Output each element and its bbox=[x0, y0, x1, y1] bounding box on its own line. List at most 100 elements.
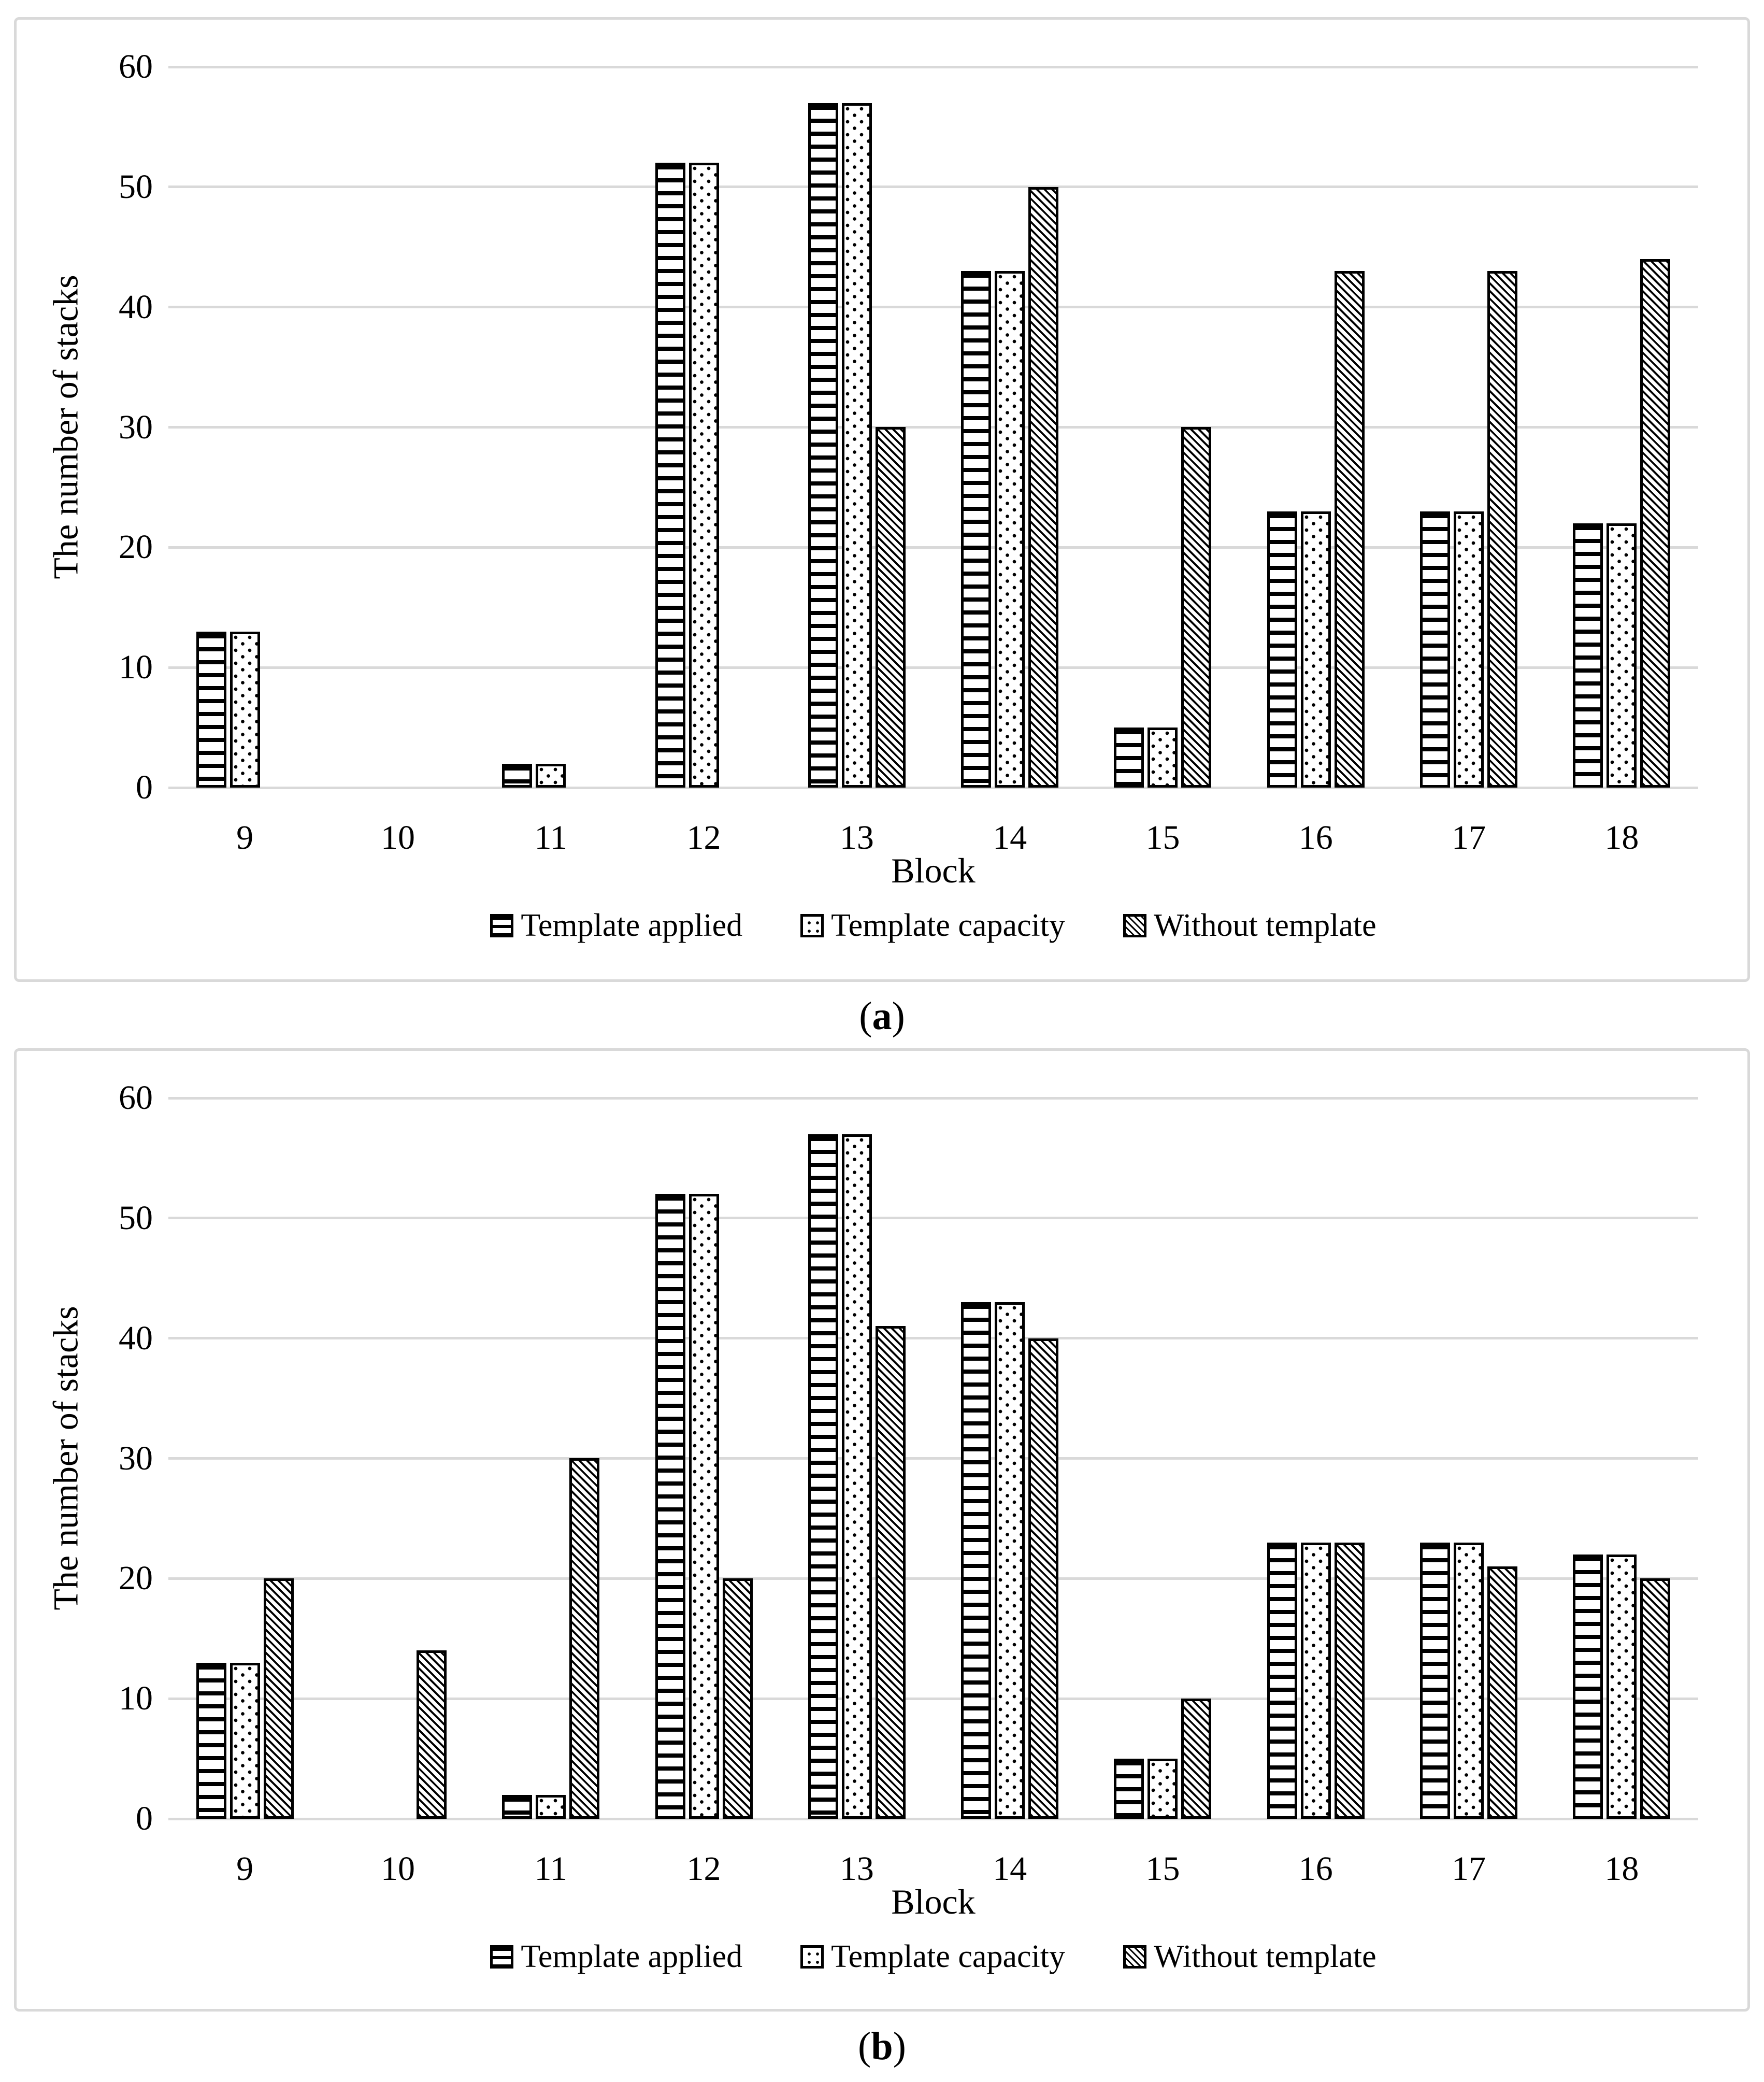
bar-template-applied-block-9 bbox=[196, 1663, 226, 1819]
y-tick-label: 0 bbox=[136, 768, 153, 806]
gridline bbox=[168, 426, 1698, 429]
gridline bbox=[168, 666, 1698, 669]
gridline bbox=[168, 1096, 1698, 1100]
legend-item-without-template: Without template bbox=[1123, 907, 1376, 944]
y-tick-label: 60 bbox=[119, 1079, 153, 1117]
x-tick-label: 11 bbox=[534, 1850, 568, 1888]
legend-label: Template capacity bbox=[831, 1938, 1065, 1974]
bar-template-capacity-block-14 bbox=[995, 1302, 1025, 1819]
bar-template-applied-block-13 bbox=[808, 103, 838, 788]
bar-without-template-block-16 bbox=[1334, 1543, 1365, 1819]
y-tick-label: 20 bbox=[119, 1559, 153, 1598]
bar-template-applied-block-17 bbox=[1420, 1543, 1451, 1819]
diagonal-swatch-icon bbox=[1123, 1945, 1146, 1969]
gridline bbox=[168, 546, 1698, 549]
bar-template-applied-block-11 bbox=[502, 1795, 533, 1819]
bar-template-capacity-block-12 bbox=[689, 1194, 719, 1819]
legend-label: Template capacity bbox=[831, 907, 1065, 943]
x-tick-label: 18 bbox=[1604, 819, 1639, 857]
x-tick-label: 15 bbox=[1145, 1850, 1180, 1888]
chart-panel-a: The number of stacks 0 10 20 30 40 50 60 9 10 11 1… bbox=[14, 17, 1750, 982]
bar-template-capacity-block-12 bbox=[689, 163, 719, 788]
plot-area: 0 10 20 30 40 50 60 9 10 11 12 13 14 15 16 17 18 bbox=[119, 48, 1698, 857]
hlines-swatch-icon bbox=[490, 914, 514, 937]
dots-swatch-icon bbox=[800, 914, 824, 937]
bar-template-capacity-block-14 bbox=[995, 271, 1025, 788]
gridline bbox=[168, 1457, 1698, 1460]
legend-item-template-capacity: Template capacity bbox=[800, 907, 1065, 944]
bar-template-applied-block-18 bbox=[1573, 523, 1603, 788]
bar-template-capacity-block-13 bbox=[841, 1134, 872, 1819]
y-tick-label: 30 bbox=[119, 408, 153, 446]
bar-template-applied-block-14 bbox=[961, 1302, 992, 1819]
x-tick-label: 11 bbox=[534, 819, 568, 857]
y-tick-label: 30 bbox=[119, 1439, 153, 1477]
bar-without-template-block-11 bbox=[569, 1458, 600, 1819]
bar-without-template-block-15 bbox=[1181, 1699, 1212, 1819]
x-tick-label: 17 bbox=[1452, 819, 1486, 857]
bar-template-capacity-block-15 bbox=[1148, 728, 1178, 788]
y-tick-label: 50 bbox=[119, 1199, 153, 1237]
bar-template-capacity-block-17 bbox=[1454, 1543, 1484, 1819]
bar-template-capacity-block-17 bbox=[1454, 511, 1484, 788]
gridline bbox=[168, 1337, 1698, 1340]
y-tick-label: 10 bbox=[119, 1679, 153, 1718]
y-tick-label: 40 bbox=[119, 288, 153, 326]
bar-template-applied-block-12 bbox=[655, 1194, 685, 1819]
x-tick-label: 12 bbox=[686, 819, 721, 857]
gridline bbox=[168, 1577, 1698, 1580]
bar-template-capacity-block-16 bbox=[1300, 1543, 1331, 1819]
x-tick-label: 14 bbox=[993, 819, 1027, 857]
x-tick-label: 13 bbox=[839, 1850, 874, 1888]
bar-template-applied-block-18 bbox=[1573, 1555, 1603, 1819]
y-tick-label: 20 bbox=[119, 528, 153, 566]
x-tick-label: 14 bbox=[993, 1850, 1027, 1888]
bar-template-capacity-block-16 bbox=[1300, 511, 1331, 788]
bar-template-capacity-block-15 bbox=[1148, 1759, 1178, 1819]
gridline bbox=[168, 186, 1698, 189]
caption-b: (b) bbox=[858, 2024, 906, 2068]
bar-without-template-block-16 bbox=[1334, 271, 1365, 788]
bar-template-applied-block-15 bbox=[1114, 728, 1144, 788]
bar-without-template-block-18 bbox=[1640, 1578, 1671, 1819]
bar-without-template-block-13 bbox=[875, 1326, 906, 1819]
bar-template-capacity-block-18 bbox=[1607, 523, 1637, 788]
x-tick-label: 13 bbox=[839, 819, 874, 857]
legend-item-template-capacity: Template capacity bbox=[800, 1938, 1065, 1975]
legend-label: Template applied bbox=[521, 1938, 743, 1974]
legend-label: Template applied bbox=[521, 907, 743, 943]
plot-area: 0 10 20 30 40 50 60 9 10 11 12 13 14 15 16 17 18 bbox=[119, 1079, 1698, 1888]
x-tick-label: 16 bbox=[1298, 819, 1333, 857]
y-tick-label: 40 bbox=[119, 1319, 153, 1357]
bar-without-template-block-12 bbox=[722, 1578, 753, 1819]
bar-without-template-block-17 bbox=[1487, 271, 1518, 788]
diagonal-swatch-icon bbox=[1123, 914, 1146, 937]
x-axis-title: Block bbox=[891, 1882, 976, 1921]
bar-template-capacity-block-11 bbox=[536, 764, 566, 788]
bar-template-capacity-block-9 bbox=[230, 632, 260, 788]
x-axis-title: Block bbox=[891, 851, 976, 890]
bar-template-capacity-block-13 bbox=[841, 103, 872, 788]
gridline bbox=[168, 1697, 1698, 1700]
x-tick-label: 17 bbox=[1452, 1850, 1486, 1888]
legend: Template applied Template capacity Witho… bbox=[168, 907, 1698, 944]
legend-label: Without template bbox=[1153, 1938, 1376, 1974]
dots-swatch-icon bbox=[800, 1945, 824, 1969]
bar-without-template-block-9 bbox=[263, 1578, 294, 1819]
chart-panel-b: The number of stacks 0 10 20 30 40 50 60 9 10 11 1… bbox=[14, 1048, 1750, 2012]
x-tick-label: 10 bbox=[380, 819, 415, 857]
x-tick-label: 18 bbox=[1604, 1850, 1639, 1888]
bar-without-template-block-15 bbox=[1181, 427, 1212, 788]
y-tick-label: 60 bbox=[119, 48, 153, 85]
x-tick-label: 16 bbox=[1298, 1850, 1333, 1888]
bar-template-capacity-block-11 bbox=[536, 1795, 566, 1819]
bar-template-capacity-block-9 bbox=[230, 1663, 260, 1819]
bar-without-template-block-14 bbox=[1028, 187, 1059, 788]
gridline bbox=[168, 65, 1698, 68]
caption-a: (a) bbox=[859, 994, 905, 1038]
bar-template-applied-block-13 bbox=[808, 1134, 838, 1819]
bar-without-template-block-14 bbox=[1028, 1338, 1059, 1819]
bar-template-applied-block-16 bbox=[1267, 1543, 1297, 1819]
x-tick-label: 10 bbox=[380, 1850, 415, 1888]
legend: Template applied Template capacity Witho… bbox=[168, 1938, 1698, 1975]
